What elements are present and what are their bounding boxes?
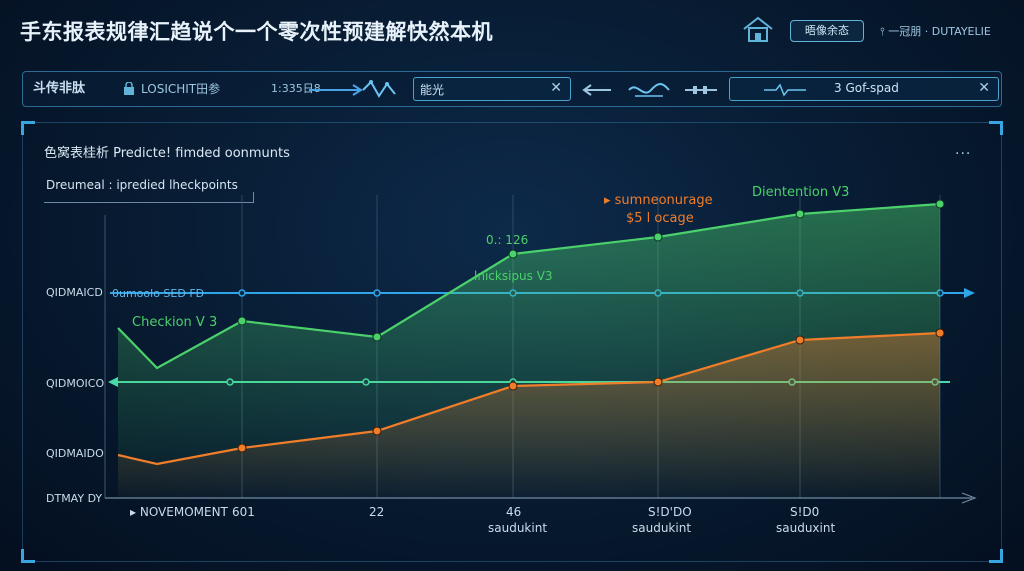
user-info[interactable]: ⫯ 一冠朋 · DUTAYELIE <box>880 25 991 38</box>
title-bar: 手东报表规律汇趋说个一个零次性预建解快然本机 晤像余态 ⫯ 一冠朋 · DUTA… <box>0 0 1024 62</box>
x-axis-arrow <box>961 492 977 504</box>
green-series-point <box>795 209 805 219</box>
orange-series-area <box>118 333 940 498</box>
threshold-arrow <box>964 288 975 298</box>
toolbar-label: 斗传非肽 <box>33 81 86 96</box>
panel-title: 色窝表桂析 Predicte! fimded oonmunts <box>44 146 290 161</box>
green-series-point <box>237 316 247 326</box>
close-icon[interactable]: ✕ <box>550 80 562 96</box>
transfer-icon[interactable] <box>683 82 723 98</box>
x-axis-label: 601 <box>232 505 255 519</box>
threshold-marker <box>238 289 246 297</box>
panel-corner <box>989 121 1003 135</box>
flow-icon[interactable] <box>627 79 671 101</box>
panel-subtitle: Dreumeal : ipredied lheckpoints <box>46 178 238 192</box>
arrow-left-icon[interactable] <box>581 82 615 98</box>
orange-series-point <box>508 381 518 391</box>
top-action-button[interactable]: 晤像余态 <box>790 20 864 42</box>
orange-series-point <box>653 377 663 387</box>
search-field-value: 能光 <box>420 83 445 97</box>
app-title: 手东报表规律汇趋说个一个零次性预建解快然本机 <box>20 20 493 44</box>
search-field[interactable]: 能光 ✕ <box>413 77 571 101</box>
toolbar-text: LOSICHIT田参 <box>141 82 221 96</box>
home-icon[interactable] <box>740 14 776 44</box>
annotation-label: ▸ sumneonurage <box>604 193 713 208</box>
panel-corner <box>21 121 35 135</box>
y-axis-label: QIDMAIDO <box>46 447 104 460</box>
speed-field[interactable]: 3 Gof-spad ✕ <box>729 77 999 101</box>
signal-icon <box>764 83 806 97</box>
x-axis-label: ▸ NOVEMOMENT <box>130 505 229 519</box>
green-series-line <box>117 202 941 370</box>
baseline-arrow <box>108 377 118 387</box>
more-menu-button[interactable]: ... <box>955 142 972 158</box>
y-axis-label: DTMAY DY <box>46 492 102 505</box>
green-series-point <box>508 249 518 259</box>
x-axis-label: S!D'DO <box>648 505 692 519</box>
x-axis-label: S!D0 <box>790 505 819 519</box>
arrow-right-icon[interactable] <box>307 82 367 98</box>
orange-series-point <box>237 443 247 453</box>
orange-series-point <box>372 426 382 436</box>
green-series-point <box>653 232 663 242</box>
x-axis-sublabel: saudukint <box>488 521 547 535</box>
green-series-point <box>372 332 382 342</box>
orange-series-line <box>117 331 941 466</box>
annotation-label: 0.: 126 <box>486 233 528 247</box>
toolbar-number: 1:335日8 <box>271 82 321 95</box>
x-axis-sublabel: saudukint <box>632 521 691 535</box>
green-series-point <box>935 199 945 209</box>
x-axis-label: 46 <box>506 505 521 519</box>
annotation-label: $5 l ocage <box>626 211 694 226</box>
lock-icon <box>124 82 134 95</box>
threshold-marker <box>373 289 381 297</box>
panel-corner <box>21 549 35 563</box>
annotation-label: 0umoolo SED FD <box>112 287 204 300</box>
annotation-label: Dientention V3 <box>752 185 849 200</box>
toolbar: 斗传非肽 LOSICHIT田参 1:335日8 能光 ✕ 3 Gof-spad … <box>22 71 1002 107</box>
panel-corner <box>989 549 1003 563</box>
divider <box>44 202 254 203</box>
clear-icon[interactable]: ✕ <box>978 80 990 96</box>
annotation-label: lnicksipus V3 <box>474 269 553 283</box>
orange-series-point <box>935 328 945 338</box>
y-axis-label: QIDMAICD <box>46 286 103 299</box>
chart-panel <box>21 121 1003 563</box>
network-icon[interactable] <box>359 78 403 102</box>
y-axis-label: QIDMOICO <box>46 377 104 390</box>
speed-field-value: 3 Gof-spad <box>834 81 899 95</box>
x-axis-label: 22 <box>369 505 384 519</box>
annotation-label: Checkion V 3 <box>132 315 217 330</box>
orange-series-point <box>795 335 805 345</box>
divider <box>253 192 254 202</box>
x-axis-sublabel: sauduxint <box>776 521 835 535</box>
